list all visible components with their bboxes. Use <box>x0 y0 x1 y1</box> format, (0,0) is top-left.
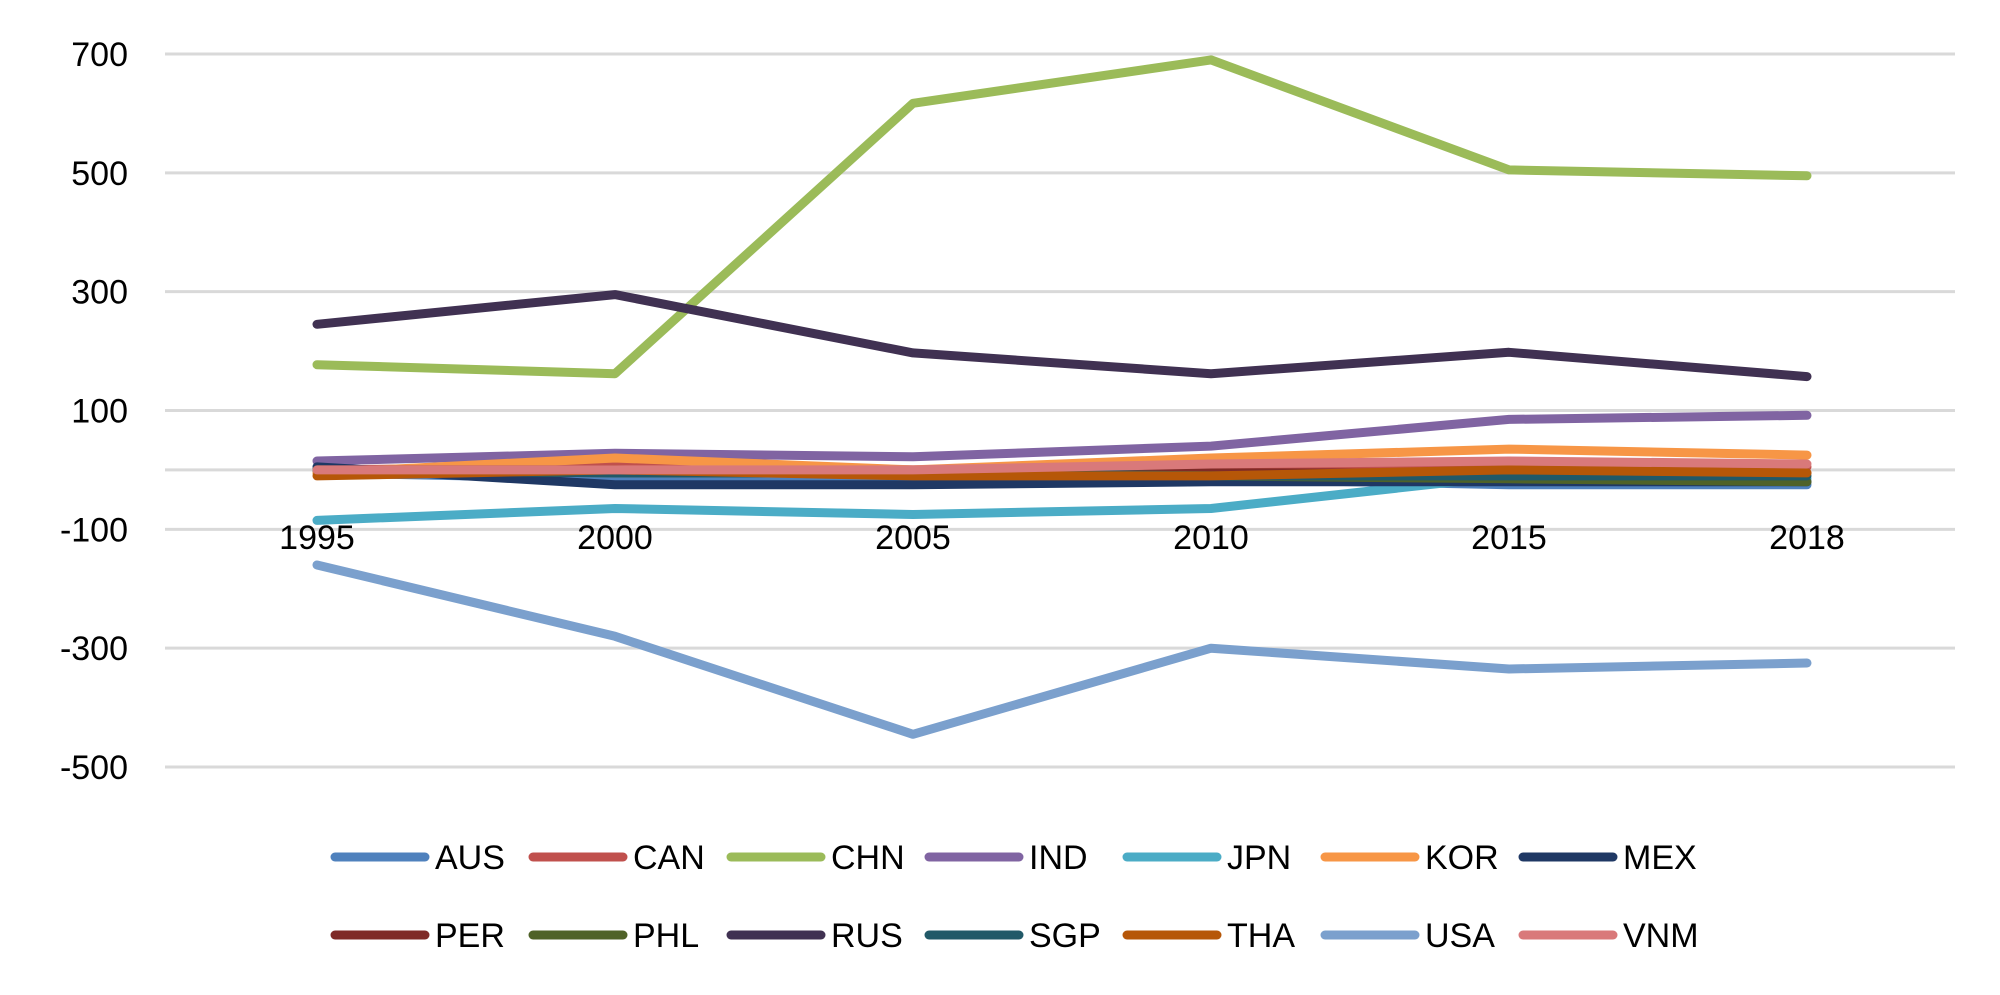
y-axis-tick-labels: 700 500 300 100 -100 -300 -500 <box>60 36 128 787</box>
y-tick-label: -500 <box>60 749 128 787</box>
legend-label: CHN <box>831 839 905 877</box>
legend: AUS CAN CHN IND JPN KOR MEX PER PHL RUS SGP THA USA V… <box>330 839 1699 955</box>
series-line-vnm <box>312 456 1812 475</box>
legend-label: THA <box>1227 917 1295 955</box>
x-tick-label: 2005 <box>875 519 951 557</box>
x-tick-label: 2018 <box>1769 519 1845 557</box>
legend-item-rus: RUS <box>726 917 903 955</box>
legend-item-vnm: VNM <box>1518 917 1699 955</box>
legend-item-can: CAN <box>528 839 705 877</box>
y-tick-label: -300 <box>60 630 128 668</box>
y-tick-label: 700 <box>71 36 128 74</box>
legend-label: RUS <box>831 917 903 955</box>
x-tick-label: 2010 <box>1173 519 1249 557</box>
legend-item-chn: CHN <box>726 839 905 877</box>
legend-label: JPN <box>1227 839 1291 877</box>
legend-item-per: PER <box>330 917 505 955</box>
x-tick-label: 2000 <box>577 519 653 557</box>
legend-item-kor: KOR <box>1320 839 1499 877</box>
legend-item-usa: USA <box>1320 917 1495 955</box>
x-tick-label: 2015 <box>1471 519 1547 557</box>
y-tick-label: -100 <box>60 511 128 549</box>
series-line-rus <box>312 290 1812 382</box>
legend-item-aus: AUS <box>330 839 505 877</box>
legend-label: USA <box>1425 917 1495 955</box>
legend-item-sgp: SGP <box>924 917 1101 955</box>
legend-label: PER <box>435 917 505 955</box>
series-lines <box>312 55 1812 739</box>
legend-label: IND <box>1029 839 1088 877</box>
series-line-usa <box>312 560 1812 739</box>
legend-label: PHL <box>633 917 699 955</box>
series-line-chn <box>312 55 1812 379</box>
series-line-ind <box>312 410 1812 466</box>
y-tick-label: 500 <box>71 155 128 193</box>
legend-item-jpn: JPN <box>1122 839 1291 877</box>
legend-label: SGP <box>1029 917 1101 955</box>
x-axis-tick-labels: 1995 2000 2005 2010 2015 2018 <box>279 519 1845 557</box>
legend-label: KOR <box>1425 839 1499 877</box>
legend-item-mex: MEX <box>1518 839 1697 877</box>
y-tick-label: 300 <box>71 274 128 312</box>
legend-label: AUS <box>435 839 505 877</box>
legend-item-ind: IND <box>924 839 1088 877</box>
x-tick-label: 1995 <box>279 519 355 557</box>
legend-label: VNM <box>1623 917 1699 955</box>
gridlines <box>165 52 1955 769</box>
legend-label: CAN <box>633 839 705 877</box>
y-tick-label: 100 <box>71 393 128 431</box>
legend-label: MEX <box>1623 839 1697 877</box>
legend-item-phl: PHL <box>528 917 699 955</box>
legend-item-tha: THA <box>1122 917 1295 955</box>
